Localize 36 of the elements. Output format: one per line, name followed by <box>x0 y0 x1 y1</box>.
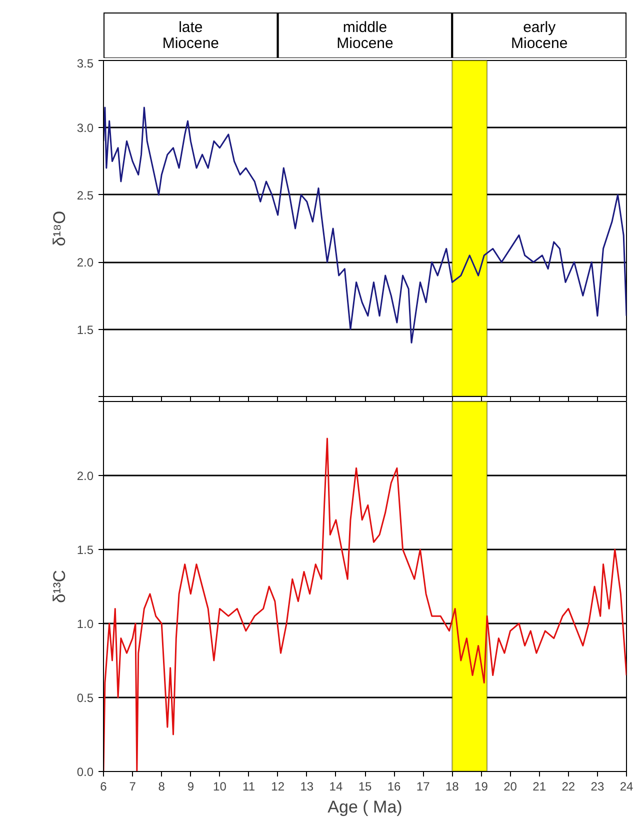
y-axis-title: δ¹⁸O <box>50 210 69 246</box>
y-tick-label: 2.0 <box>76 256 94 270</box>
x-tick-label: 21 <box>532 780 546 794</box>
x-tick-label: 22 <box>562 780 576 794</box>
x-tick-label: 10 <box>213 780 227 794</box>
y-tick-label: 0.5 <box>76 691 94 705</box>
x-tick-label: 8 <box>158 780 166 794</box>
x-tick-label: 24 <box>620 780 634 794</box>
x-tick-label: 19 <box>474 780 488 794</box>
x-tick-label: 15 <box>358 780 372 794</box>
y-tick-label: 1.5 <box>76 543 94 557</box>
y-tick-label: 3.5 <box>76 56 94 70</box>
x-tick-label: 16 <box>387 780 402 794</box>
y-tick-label: 2.0 <box>76 469 94 483</box>
text: middle Miocene <box>336 18 394 52</box>
x-tick-label: 18 <box>445 780 460 794</box>
y-tick-label: 3.0 <box>76 121 94 136</box>
y-tick-label: 1.0 <box>76 617 94 631</box>
y-tick-label: 0.0 <box>76 765 94 779</box>
x-tick-label: 17 <box>416 780 430 794</box>
y-tick-label: 2.5 <box>76 188 94 202</box>
x-tick-label: 6 <box>100 780 108 794</box>
x-tick-label: 14 <box>329 780 343 794</box>
x-tick-label: 20 <box>504 780 518 794</box>
x-tick-label: 9 <box>187 780 194 794</box>
x-tick-label: 23 <box>590 780 604 794</box>
y-tick-label: 1.5 <box>76 322 94 337</box>
y-axis-title: δ¹³C <box>50 570 69 604</box>
x-tick-label: 11 <box>242 780 256 794</box>
x-axis-title: Age ( Ma) <box>328 798 402 816</box>
x-tick-label: 13 <box>300 780 314 794</box>
text: late Miocene <box>162 18 220 52</box>
text: early Miocene <box>510 18 568 52</box>
line-series <box>104 106 626 344</box>
x-tick-label: 7 <box>129 780 136 794</box>
x-tick-label: 12 <box>271 780 285 794</box>
